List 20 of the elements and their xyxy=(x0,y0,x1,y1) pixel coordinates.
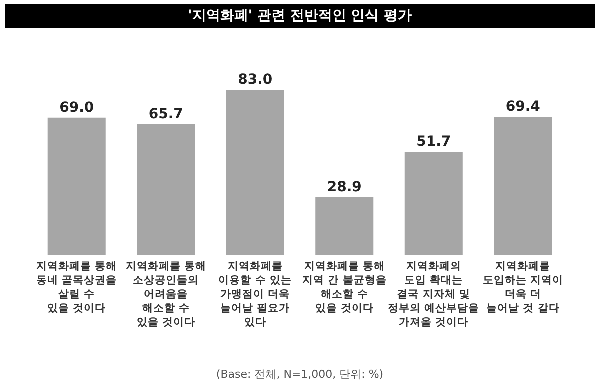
bar xyxy=(494,117,552,255)
data-label: 69.4 xyxy=(506,99,541,116)
chart-title: '지역화폐' 관련 전반적인 인식 평가 xyxy=(188,8,412,24)
bar xyxy=(48,118,106,255)
data-label: 51.7 xyxy=(416,134,452,150)
data-label: 83.0 xyxy=(238,72,273,88)
bar xyxy=(137,124,196,255)
x-tick-label: 지역화폐를 통해 지역 간 불균형을 해소할 수 있을 것이다 xyxy=(301,260,387,314)
x-tick-label: 지역화폐를 도입하는 지역이 더욱 더 늘어날 것 같다 xyxy=(482,260,564,314)
x-tick-label: 지역화폐를 통해 소상공인들의 어려움을 해소할 수 있을 것이다 xyxy=(124,260,206,328)
text: (Base: 전체, N=1,000, 단위: %) xyxy=(216,368,384,381)
x-tick-label: 지역화폐를 통해 동네 골목상권을 살릴 수 있을 것이다 xyxy=(36,260,118,314)
data-label: 28.9 xyxy=(327,180,362,196)
data-label: 69.0 xyxy=(60,100,94,116)
bar xyxy=(404,152,463,255)
bar xyxy=(226,90,284,255)
x-tick-label: 지역화폐를 이용할 수 있는 가맹점이 더욱 늘어날 필요가 있다 xyxy=(218,260,292,328)
bar xyxy=(316,198,374,255)
x-tick-label: 지역화폐의 도입 확대는 결국 지자체 및 정부의 예산부담을 가져올 것이다 xyxy=(388,260,480,328)
data-label: 65.7 xyxy=(148,106,184,122)
